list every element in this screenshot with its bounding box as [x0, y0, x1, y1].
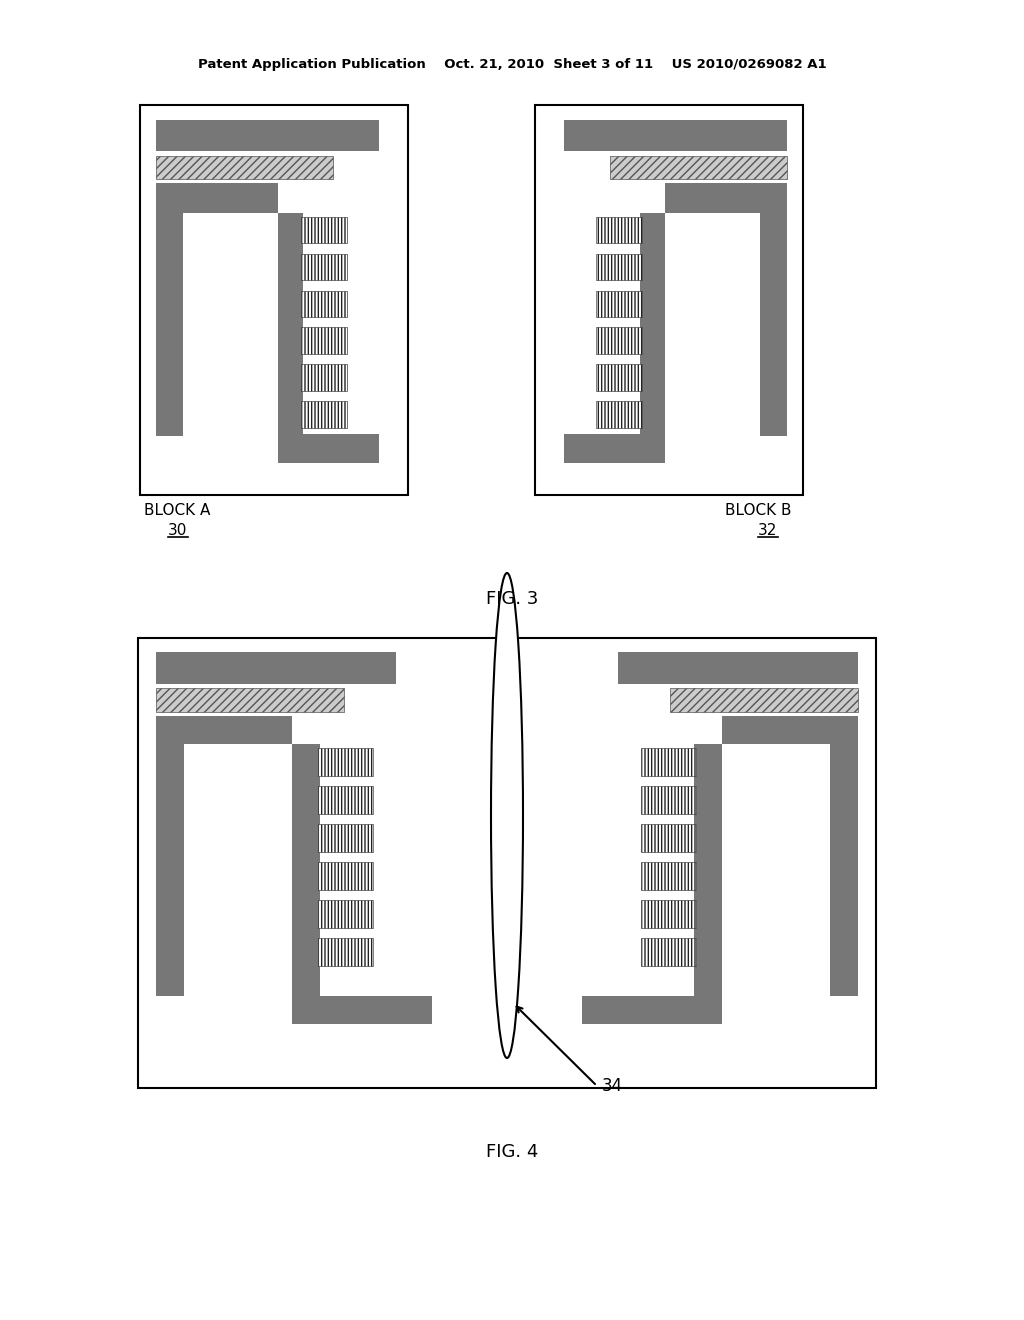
Bar — [301, 290, 347, 317]
Bar — [641, 824, 696, 851]
Text: BLOCK B: BLOCK B — [725, 503, 792, 517]
Bar — [156, 156, 333, 178]
Bar — [156, 652, 396, 684]
Text: Patent Application Publication    Oct. 21, 2010  Sheet 3 of 11    US 2010/026908: Patent Application Publication Oct. 21, … — [198, 58, 826, 71]
Bar — [596, 401, 642, 428]
Bar — [140, 106, 408, 495]
Bar — [318, 824, 373, 851]
Bar — [301, 364, 347, 391]
Bar — [278, 434, 380, 463]
Bar — [760, 183, 786, 436]
Bar — [641, 862, 696, 890]
Ellipse shape — [490, 573, 523, 1059]
Bar — [641, 785, 696, 814]
Bar — [156, 120, 380, 152]
Bar — [666, 183, 760, 213]
Bar — [156, 183, 183, 436]
Bar — [596, 364, 642, 391]
Bar — [640, 213, 666, 434]
Text: 34: 34 — [602, 1077, 624, 1096]
Bar — [278, 213, 302, 434]
Bar — [535, 106, 803, 495]
Bar — [641, 939, 696, 966]
Bar — [156, 715, 184, 997]
Text: FIG. 4: FIG. 4 — [485, 1143, 539, 1162]
Bar — [138, 638, 876, 1088]
Bar — [301, 327, 347, 354]
Bar — [292, 997, 432, 1024]
Bar — [563, 120, 786, 152]
Bar — [318, 748, 373, 776]
Bar — [694, 744, 722, 997]
Bar — [183, 183, 278, 213]
Bar — [318, 900, 373, 928]
Bar — [301, 253, 347, 280]
Bar — [156, 688, 344, 711]
Bar — [596, 253, 642, 280]
Bar — [582, 997, 722, 1024]
Bar — [318, 785, 373, 814]
Bar — [670, 688, 858, 711]
Bar — [596, 216, 642, 243]
Bar — [722, 715, 830, 744]
Bar — [641, 748, 696, 776]
Bar — [830, 715, 858, 997]
Bar — [301, 401, 347, 428]
Bar — [618, 652, 858, 684]
Bar — [318, 939, 373, 966]
Text: BLOCK A: BLOCK A — [144, 503, 210, 517]
Text: 30: 30 — [168, 523, 187, 539]
Bar — [610, 156, 786, 178]
Bar — [318, 862, 373, 890]
Text: FIG. 3: FIG. 3 — [485, 590, 539, 609]
Bar — [301, 216, 347, 243]
Bar — [292, 744, 319, 997]
Bar — [596, 327, 642, 354]
Bar — [184, 715, 292, 744]
Bar — [596, 290, 642, 317]
Text: 32: 32 — [758, 523, 777, 539]
Bar — [563, 434, 666, 463]
Bar — [641, 900, 696, 928]
